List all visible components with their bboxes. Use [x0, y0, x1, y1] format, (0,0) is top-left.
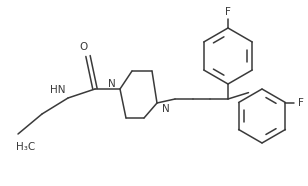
- Text: F: F: [225, 7, 231, 17]
- Text: H₃C: H₃C: [16, 142, 35, 152]
- Text: HN: HN: [50, 85, 66, 95]
- Text: F: F: [298, 97, 304, 108]
- Text: O: O: [80, 42, 88, 52]
- Text: N: N: [108, 79, 116, 89]
- Text: N: N: [162, 104, 170, 114]
